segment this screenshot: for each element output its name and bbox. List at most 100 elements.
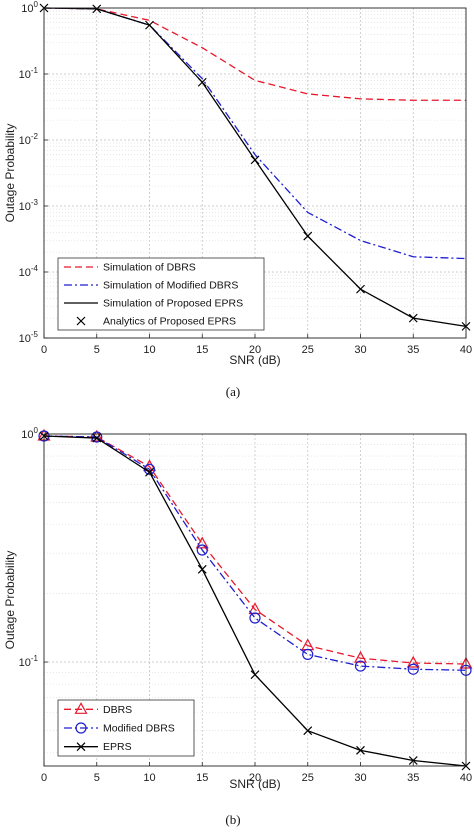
x-tick-label: 25 [302, 344, 314, 356]
data-point [356, 284, 365, 294]
y-tick-label: 100 [21, 0, 38, 15]
y-tick-label: 10-4 [19, 264, 39, 279]
y-tick-exponent: -4 [31, 264, 39, 273]
data-point [195, 536, 209, 549]
legend-entry: DBRS [64, 702, 132, 716]
legend-label: Simulation of Proposed EPRS [103, 298, 243, 310]
data-point [250, 670, 260, 680]
data-point [249, 612, 261, 624]
legend-swatch-marker [76, 316, 86, 326]
data-point [197, 564, 207, 574]
legend-entry: EPRS [64, 741, 132, 753]
legend-entry: Modified DBRS [64, 722, 175, 735]
legend-entry: Simulation of Proposed EPRS [64, 298, 243, 310]
data-point [354, 660, 367, 672]
data-point [92, 4, 102, 14]
data-point [353, 650, 368, 663]
data-point [303, 726, 313, 736]
y-tick-exponent: -3 [31, 198, 39, 207]
x-tick-label: 20 [249, 344, 261, 356]
legend-label: DBRS [103, 704, 132, 716]
x-tick-label: 25 [302, 772, 314, 784]
legend-box [57, 257, 265, 331]
x-tick-label: 20 [249, 772, 261, 784]
x-axis-label: SNR (dB) [229, 777, 280, 791]
x-tick-label: 10 [143, 772, 155, 784]
x-tick-label: 0 [41, 772, 47, 784]
data-point [145, 20, 154, 30]
y-tick-base: 10 [19, 135, 31, 147]
data-point [302, 648, 314, 661]
x-tick-label: 0 [41, 344, 47, 356]
series-line [43, 7, 466, 101]
legend-entry: Analytics of Proposed EPRS [76, 316, 236, 328]
data-point [408, 313, 418, 323]
y-tick-exponent: 0 [34, 426, 39, 435]
data-point [197, 77, 207, 87]
x-tick-label: 5 [94, 344, 100, 356]
legend-label: Simulation of Modified DBRS [103, 280, 238, 292]
series-eprs [39, 431, 471, 771]
y-tick-label: 100 [21, 426, 38, 441]
y-tick-label: 10-2 [19, 132, 39, 147]
y-tick-base: 10 [21, 429, 33, 441]
legend-swatch-marker [75, 722, 87, 734]
y-tick-base: 10 [19, 333, 31, 345]
y-tick-exponent: -5 [31, 330, 39, 339]
data-point [303, 231, 313, 241]
legend-swatch-marker [74, 702, 88, 714]
legend: DBRS Modified DBRS EPRS [57, 699, 195, 757]
x-axis-label: SNR (dB) [229, 353, 280, 367]
y-tick-exponent: -1 [31, 66, 39, 75]
data-point [408, 756, 418, 765]
x-tick-label: 15 [196, 772, 208, 784]
y-tick-exponent: -2 [31, 132, 39, 141]
y-tick-exponent: 0 [34, 0, 39, 9]
data-point [92, 433, 102, 443]
data-point [196, 544, 208, 556]
y-tick-label: 10-1 [19, 654, 39, 669]
data-point [145, 467, 154, 477]
legend-label: Modified DBRS [103, 723, 175, 735]
x-tick-label: 35 [407, 344, 419, 356]
data-point [407, 663, 419, 675]
series-simulation-of-dbrs [43, 7, 466, 101]
y-tick-exponent: -1 [31, 654, 39, 663]
axes-frame [43, 433, 467, 767]
y-tick-base: 10 [19, 69, 31, 81]
y-axis-label: Outage Probability [3, 124, 17, 223]
series-line [43, 435, 467, 671]
legend-label: Analytics of Proposed EPRS [103, 316, 236, 328]
x-tick-label: 5 [94, 772, 100, 784]
y-tick-base: 10 [19, 657, 31, 669]
y-tick-label: 10-3 [19, 198, 39, 213]
legend-label: Simulation of DBRS [103, 262, 196, 274]
x-tick-label: 30 [354, 344, 366, 356]
x-tick-label: 30 [354, 772, 366, 784]
y-tick-base: 10 [19, 267, 31, 279]
series-line [43, 435, 467, 665]
x-tick-label: 35 [407, 772, 419, 784]
y-axis-label: Outage Probability [3, 551, 17, 650]
axes-frame [43, 7, 467, 339]
y-tick-base: 10 [21, 3, 33, 15]
legend-swatch-marker [76, 742, 86, 752]
legend: Simulation of DBRS Simulation of Modified… [57, 257, 265, 331]
series-modified-dbrs [38, 430, 472, 676]
figure-caption: (a) [226, 384, 240, 399]
data-point [406, 655, 420, 668]
data-point [250, 155, 260, 165]
legend-entry: Simulation of DBRS [64, 262, 196, 274]
y-tick-label: 10-5 [19, 330, 39, 345]
y-tick-base: 10 [19, 201, 31, 213]
chart-a: 0 5 10 15 20 25 30 35 4010010-110-210-310-410-5S… [3, 0, 472, 399]
y-tick-label: 10-1 [19, 66, 39, 81]
figure-caption: (b) [225, 812, 240, 827]
legend-label: EPRS [103, 741, 132, 753]
x-tick-label: 40 [460, 772, 472, 784]
data-point [356, 745, 365, 755]
legend-entry: Simulation of Modified DBRS [64, 280, 238, 292]
data-point [91, 431, 103, 443]
